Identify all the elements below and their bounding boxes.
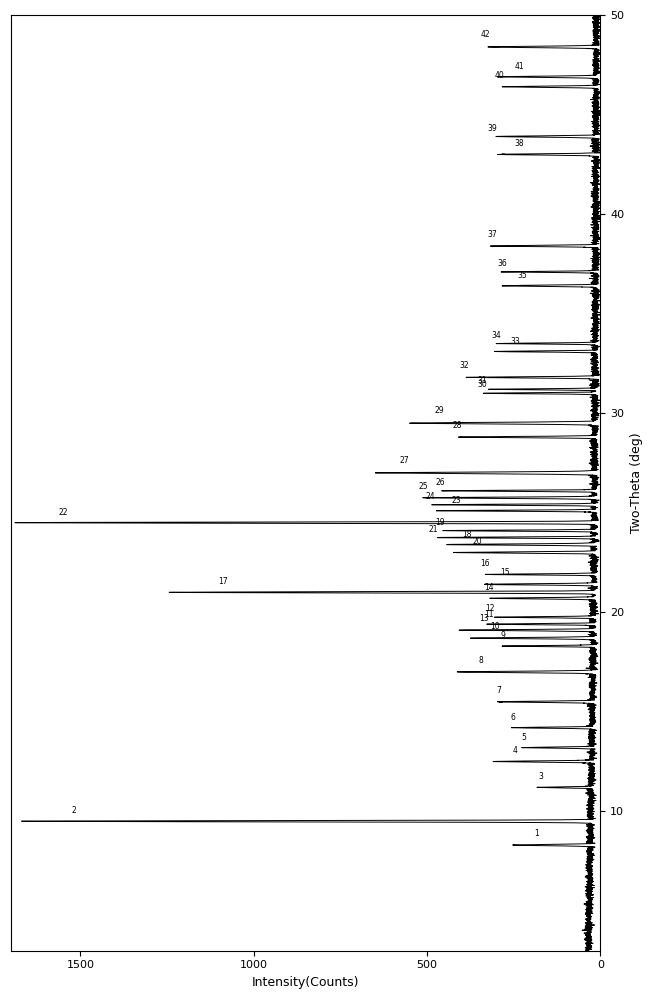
Text: 13: 13 (479, 614, 489, 623)
Text: 34: 34 (491, 331, 501, 340)
Text: 8: 8 (479, 656, 483, 665)
Text: 11: 11 (484, 610, 494, 619)
Text: 7: 7 (497, 686, 502, 695)
Text: 38: 38 (514, 139, 524, 148)
Text: 16: 16 (481, 559, 490, 568)
Text: 28: 28 (453, 421, 462, 430)
Text: 24: 24 (425, 492, 435, 501)
Text: 29: 29 (434, 406, 444, 415)
Text: 35: 35 (517, 271, 527, 280)
Text: 31: 31 (477, 376, 487, 385)
Text: 20: 20 (473, 537, 482, 546)
Text: 39: 39 (487, 124, 497, 133)
Text: 3: 3 (538, 772, 543, 781)
Text: 18: 18 (462, 530, 472, 539)
Text: 1: 1 (534, 829, 539, 838)
X-axis label: Intensity(Counts): Intensity(Counts) (252, 976, 360, 989)
Text: 5: 5 (521, 733, 526, 742)
Text: 32: 32 (460, 361, 470, 370)
Text: 22: 22 (58, 508, 68, 517)
Y-axis label: Two-Theta (deg): Two-Theta (deg) (630, 433, 643, 533)
Text: 41: 41 (514, 62, 524, 71)
Text: 40: 40 (494, 71, 504, 80)
Text: 33: 33 (511, 337, 521, 346)
Text: 6: 6 (511, 713, 515, 722)
Text: 15: 15 (500, 568, 510, 577)
Text: 36: 36 (498, 259, 508, 268)
Text: 26: 26 (436, 478, 445, 487)
Text: 21: 21 (428, 525, 438, 534)
Text: 17: 17 (218, 577, 228, 586)
Text: 37: 37 (487, 230, 497, 239)
Text: 25: 25 (418, 482, 428, 491)
Text: 12: 12 (485, 604, 495, 613)
Text: 4: 4 (513, 746, 518, 755)
Text: 9: 9 (500, 631, 505, 640)
Text: 19: 19 (436, 518, 445, 527)
Text: 27: 27 (400, 456, 409, 465)
Text: 42: 42 (481, 30, 490, 39)
Text: 23: 23 (452, 496, 462, 505)
Text: 10: 10 (490, 622, 500, 631)
Text: 30: 30 (477, 380, 487, 389)
Text: 2: 2 (71, 806, 76, 815)
Text: 14: 14 (484, 583, 494, 592)
